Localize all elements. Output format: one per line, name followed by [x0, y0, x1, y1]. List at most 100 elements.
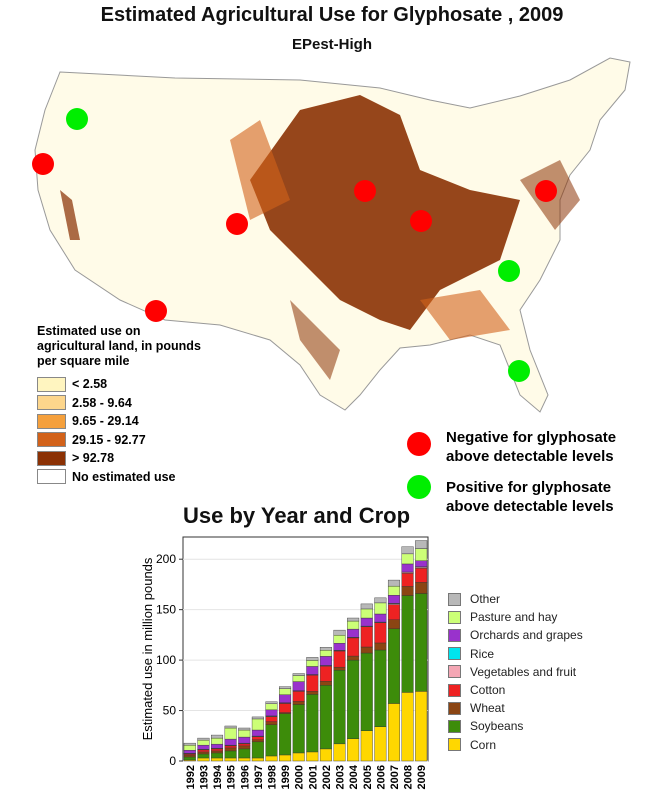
- map-legend-item: 9.65 - 29.14: [37, 412, 207, 431]
- bar-segment-wheat: [183, 754, 196, 758]
- bar-segment-other: [347, 617, 360, 622]
- legend-label: 2.58 - 9.64: [72, 395, 132, 410]
- bar-segment-pasture-and-hay: [347, 620, 360, 630]
- bar-segment-corn: [360, 730, 373, 762]
- bar-segment-other: [360, 603, 373, 610]
- legend-swatch: [448, 719, 461, 733]
- negative-site-dot: [145, 300, 167, 322]
- y-tick-label: 50: [163, 704, 177, 718]
- bar-segment-orchards-and-grapes: [347, 628, 360, 638]
- bar-segment-corn: [387, 703, 400, 762]
- map-legend: Estimated use on agricultural land, in p…: [37, 324, 207, 486]
- y-tick-label: 150: [156, 603, 176, 617]
- map-legend-heading: Estimated use on agricultural land, in p…: [37, 324, 201, 368]
- bar-segment-pasture-and-hay: [415, 548, 428, 561]
- legend-label: > 92.78: [72, 451, 115, 466]
- bar-segment-other: [197, 737, 210, 741]
- legend-swatch: [448, 592, 461, 606]
- x-tick-label: 2001: [307, 765, 319, 789]
- bar-segment-soybeans: [265, 724, 278, 757]
- bar-segment-pasture-and-hay: [265, 703, 278, 711]
- bar-segment-cotton: [279, 703, 292, 713]
- x-tick-label: 2009: [416, 765, 428, 789]
- legend-label: Cotton: [470, 683, 506, 698]
- bar-segment-other: [251, 716, 264, 720]
- chart-legend-item: Rice: [448, 645, 583, 663]
- bar-segment-orchards-and-grapes: [265, 709, 278, 717]
- bar-segment-pasture-and-hay: [319, 650, 332, 657]
- bar-segment-soybeans: [251, 741, 264, 759]
- bar-segment-other: [292, 673, 305, 676]
- bar-segment-cotton: [292, 691, 305, 702]
- bar-segment-soybeans: [415, 593, 428, 692]
- x-tick-label: 2003: [335, 765, 347, 789]
- bar-segment-soybeans: [197, 753, 210, 759]
- bar-segment-orchards-and-grapes: [306, 666, 319, 675]
- bar-segment-orchards-and-grapes: [183, 750, 196, 754]
- bar-segment-other: [333, 629, 346, 636]
- bar-segment-corn: [292, 752, 305, 762]
- bar-segment-other: [224, 725, 237, 729]
- bar-segment-soybeans: [319, 685, 332, 750]
- bar-segment-cotton: [360, 626, 373, 648]
- bar-segment-pasture-and-hay: [360, 608, 373, 619]
- chart-legend-item: Wheat: [448, 699, 583, 717]
- legend-label: Soybeans: [470, 719, 524, 734]
- bar-segment-pasture-and-hay: [333, 634, 346, 644]
- bar-segment-pasture-and-hay: [401, 553, 414, 565]
- legend-swatch: [448, 738, 461, 752]
- chart-legend-item: Pasture and hay: [448, 608, 583, 626]
- bar-segment-corn: [319, 748, 332, 762]
- bar-segment-other: [387, 579, 400, 587]
- map-legend-item: 2.58 - 9.64: [37, 394, 207, 413]
- bar-segment-soybeans: [183, 756, 196, 761]
- bar-segment-wheat: [197, 751, 210, 755]
- legend-swatch: [37, 469, 66, 485]
- legend-label: Vegetables and fruit: [470, 664, 577, 679]
- bar-segment-corn: [251, 757, 264, 762]
- bar-segment-orchards-and-grapes: [319, 656, 332, 666]
- map-title: Estimated Agricultural Use for Glyphosat…: [100, 4, 564, 26]
- bar-segment-soybeans: [238, 748, 251, 759]
- x-tick-label: 2008: [403, 765, 415, 789]
- bar-segment-other: [319, 647, 332, 651]
- negative-key-label: Negative for glyphosate above detectable…: [446, 429, 617, 465]
- legend-label: Orchards and grapes: [470, 628, 583, 643]
- map-legend-item: 29.15 - 92.77: [37, 431, 207, 450]
- legend-label: Other: [470, 592, 501, 607]
- bar-segment-cotton: [238, 743, 251, 747]
- bar-segment-soybeans: [333, 669, 346, 745]
- negative-key-dot: [407, 432, 431, 456]
- bar-segment-corn: [401, 692, 414, 762]
- us-map: [32, 57, 631, 413]
- bar-segment-other: [279, 686, 292, 689]
- medium-use-region: [230, 120, 510, 340]
- bar-segment-cotton: [251, 736, 264, 741]
- positive-site-dot: [498, 260, 520, 282]
- bar-segment-wheat: [211, 750, 224, 754]
- bar-segment-corn: [211, 757, 224, 762]
- negative-site-dot: [32, 153, 54, 175]
- map-legend-item: > 92.78: [37, 449, 207, 468]
- legend-label: No estimated use: [72, 469, 176, 484]
- x-tick-label: 1994: [212, 764, 224, 789]
- bar-segment-wheat: [401, 586, 414, 596]
- bar-segment-corn: [279, 754, 292, 762]
- bar-segment-soybeans: [224, 750, 237, 759]
- chart-legend-item: Other: [448, 590, 583, 608]
- bar-segment-pasture-and-hay: [238, 729, 251, 738]
- bar-segment-wheat: [238, 745, 251, 750]
- positive-site-dot: [508, 360, 530, 382]
- bar-segment-other: [211, 734, 224, 739]
- bar-segment-orchards-and-grapes: [211, 743, 224, 749]
- legend-label: Pasture and hay: [470, 610, 558, 625]
- x-tick-label: 1998: [266, 765, 278, 789]
- high-use-region: [60, 95, 580, 380]
- bar-segment-cotton: [319, 665, 332, 682]
- chart-legend-item: Corn: [448, 736, 583, 754]
- bar-segment-orchards-and-grapes: [360, 617, 373, 627]
- bar-segment-other: [374, 597, 387, 604]
- x-tick-label: 1995: [226, 765, 238, 789]
- bar-segment-pasture-and-hay: [211, 737, 224, 745]
- bar-segment-pasture-and-hay: [387, 585, 400, 596]
